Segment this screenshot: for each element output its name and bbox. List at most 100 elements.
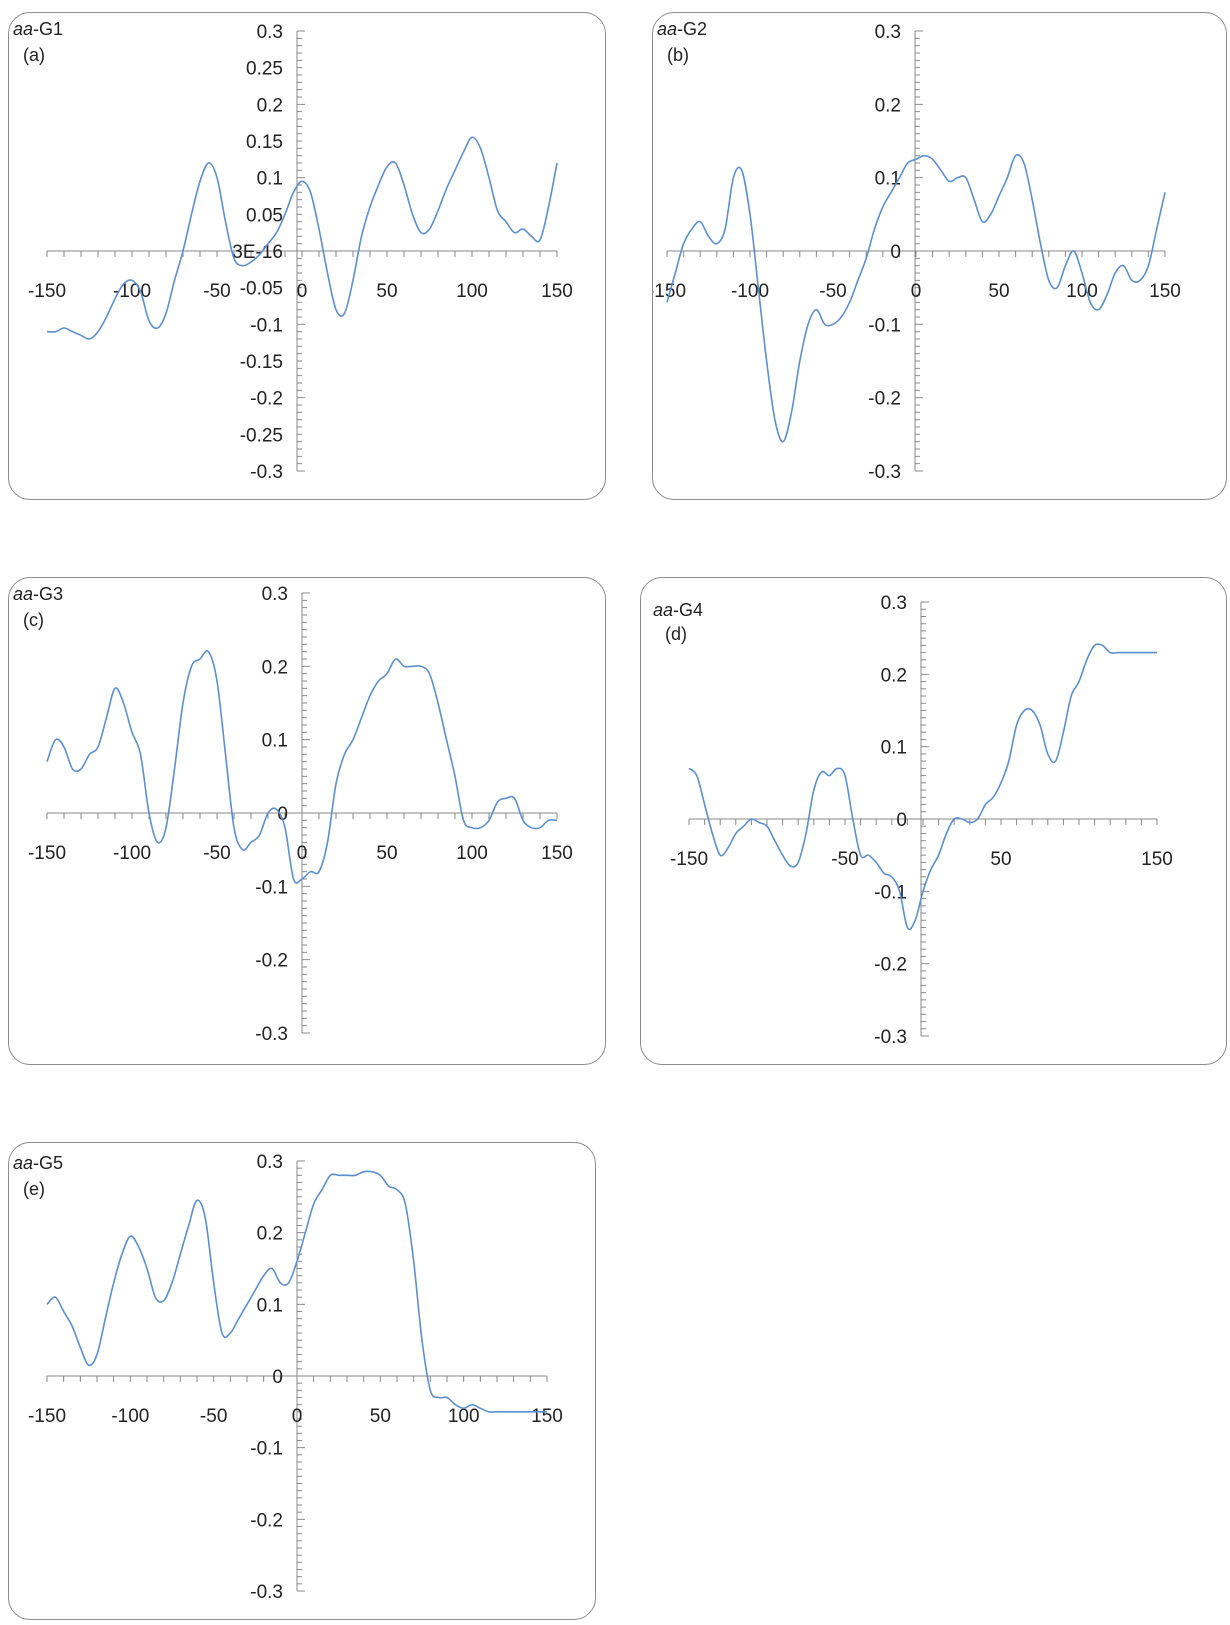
x-tick-label: 0	[292, 1406, 303, 1427]
x-tick-label: 100	[1066, 281, 1098, 302]
group-label: aa-G1	[13, 19, 64, 39]
panel-label: (b)	[667, 45, 689, 65]
group-id: G3	[39, 584, 64, 604]
chart-svg: -150 -100 -50 0 50 100 150 0.3 0.2 0.1 0 -0.1 -0.2 -0…	[28, 1152, 563, 1603]
x-tick-label: -50	[203, 281, 230, 302]
chart-panel-b: aa-G2 (b) -150-100-500501001500.30.20.10…	[652, 12, 1227, 500]
y-tick-label: -0.2	[250, 389, 283, 410]
y-tick-label: 0.2	[257, 1224, 283, 1245]
y-tick-label: 0.3	[257, 22, 283, 43]
x-tick-label: -50	[200, 1406, 227, 1427]
y-tick-label: 0.1	[257, 1295, 283, 1316]
y-tick-label: -0.2	[874, 955, 907, 976]
y-tick-label: 0	[277, 804, 288, 825]
panel-label: (e)	[23, 1179, 45, 1199]
y-tick-label: -0.3	[250, 1582, 283, 1603]
x-tick-label: 100	[456, 281, 488, 302]
chart-panel-c: aa-G3 (c) -150 -100 -50 0 50 100 150 0.3 0.2 0.1 0…	[8, 577, 606, 1065]
y-tick-label: -0.3	[874, 1027, 907, 1048]
x-tick-label: -100	[113, 843, 151, 864]
x-tick-label: 150	[1141, 849, 1173, 870]
group-id: G2	[683, 19, 708, 39]
x-tick-label: 50	[990, 849, 1011, 870]
x-tick-label: 50	[370, 1406, 391, 1427]
y-tick-label: -0.1	[250, 1439, 283, 1460]
x-tick-label: 150	[531, 1406, 563, 1427]
group-label: aa-G3	[13, 584, 64, 604]
series-line	[46, 1170, 547, 1413]
group-prefix: aa	[653, 600, 674, 620]
group-prefix: aa	[13, 584, 34, 604]
x-tick-label: 100	[448, 1406, 480, 1427]
series-line	[46, 136, 558, 340]
group-prefix: aa	[13, 19, 34, 39]
x-tick-label: -150	[28, 281, 66, 302]
y-tick-label: -0.1	[255, 877, 288, 898]
y-tick-label: 0.3	[875, 22, 901, 43]
chart-svg: -150 -100 -50 0 50 100 1500.30.250.20.150.10.0…	[28, 22, 573, 483]
x-tick-label: 150	[541, 281, 573, 302]
group-label: aa-G4	[653, 600, 704, 620]
y-tick-label: 0.1	[875, 169, 901, 190]
y-tick-label: 0.1	[262, 731, 288, 752]
y-tick-label: 0.15	[246, 132, 283, 153]
y-tick-label: 3E-16	[232, 242, 283, 263]
y-tick-label: 0.2	[262, 657, 288, 678]
group-id: G5	[39, 1153, 64, 1173]
x-tick-label: -50	[819, 281, 846, 302]
group-prefix: aa	[13, 1153, 34, 1173]
x-tick-label: 0	[911, 281, 922, 302]
x-tick-label: -150	[28, 843, 66, 864]
group-label: aa-G5	[13, 1153, 64, 1173]
chart-svg: -150-100-500501001500.30.20.10-0.1-0.2-0…	[653, 22, 1181, 483]
series-line	[666, 153, 1166, 443]
y-tick-label: 0	[896, 810, 907, 831]
y-tick-label: 0.3	[257, 1152, 283, 1173]
chart-panel-e: aa-G5 (e) -150 -100 -50 0 50 100 150 0.3 0.2 0.1 0…	[8, 1142, 596, 1620]
y-tick-label: 0.3	[262, 584, 288, 605]
y-tick-label: -0.25	[240, 425, 283, 446]
x-tick-label: -100	[731, 281, 769, 302]
x-tick-label: 50	[988, 281, 1009, 302]
y-tick-label: -0.3	[868, 462, 901, 483]
x-tick-label: -100	[111, 1406, 149, 1427]
x-tick-label: 150	[541, 843, 573, 864]
group-prefix: aa	[657, 19, 678, 39]
y-tick-label: 0.1	[881, 738, 907, 759]
y-tick-label: 0.2	[881, 665, 907, 686]
x-tick-label: -150	[28, 1406, 66, 1427]
x-tick-label: -50	[203, 843, 230, 864]
x-tick-label: 100	[456, 843, 488, 864]
y-tick-label: -0.1	[250, 315, 283, 336]
y-tick-label: 0.1	[257, 169, 283, 190]
x-tick-label: 0	[297, 843, 308, 864]
y-tick-label: -0.1	[868, 315, 901, 336]
y-tick-label: -0.15	[240, 352, 283, 373]
y-tick-label: 0.05	[246, 205, 283, 226]
chart-panel-d: aa-G4 (d) -150 -50 50 150 0.3 0.2 0.1 0 -0.1 -0.2…	[640, 577, 1227, 1065]
group-id: G4	[679, 600, 704, 620]
y-tick-label: 0	[272, 1367, 283, 1388]
chart-panel-a: aa-G1 (a) -150 -100 -50 0 50 100 150 0.3 0.25 0.2…	[8, 12, 606, 500]
group-label: aa-G2	[657, 19, 708, 39]
x-tick-label: -150	[670, 849, 708, 870]
x-tick-label: 50	[376, 281, 397, 302]
y-tick-label: -0.2	[868, 389, 901, 410]
y-tick-label: 0.25	[246, 59, 283, 80]
y-tick-label: 0	[890, 242, 901, 263]
group-id: G1	[39, 19, 64, 39]
x-tick-label: 0	[297, 281, 308, 302]
panel-label: (d)	[665, 624, 687, 644]
x-tick-label: 150	[1149, 281, 1181, 302]
series-line	[46, 650, 558, 884]
y-tick-label: -0.05	[240, 279, 283, 300]
y-tick-label: -0.3	[255, 1024, 288, 1045]
y-tick-label: 0.2	[257, 95, 283, 116]
y-tick-label: -0.2	[255, 951, 288, 972]
panel-label: (c)	[23, 610, 44, 630]
panel-label: (a)	[23, 45, 45, 65]
x-tick-label: -50	[831, 849, 858, 870]
y-tick-label: -0.2	[250, 1510, 283, 1531]
